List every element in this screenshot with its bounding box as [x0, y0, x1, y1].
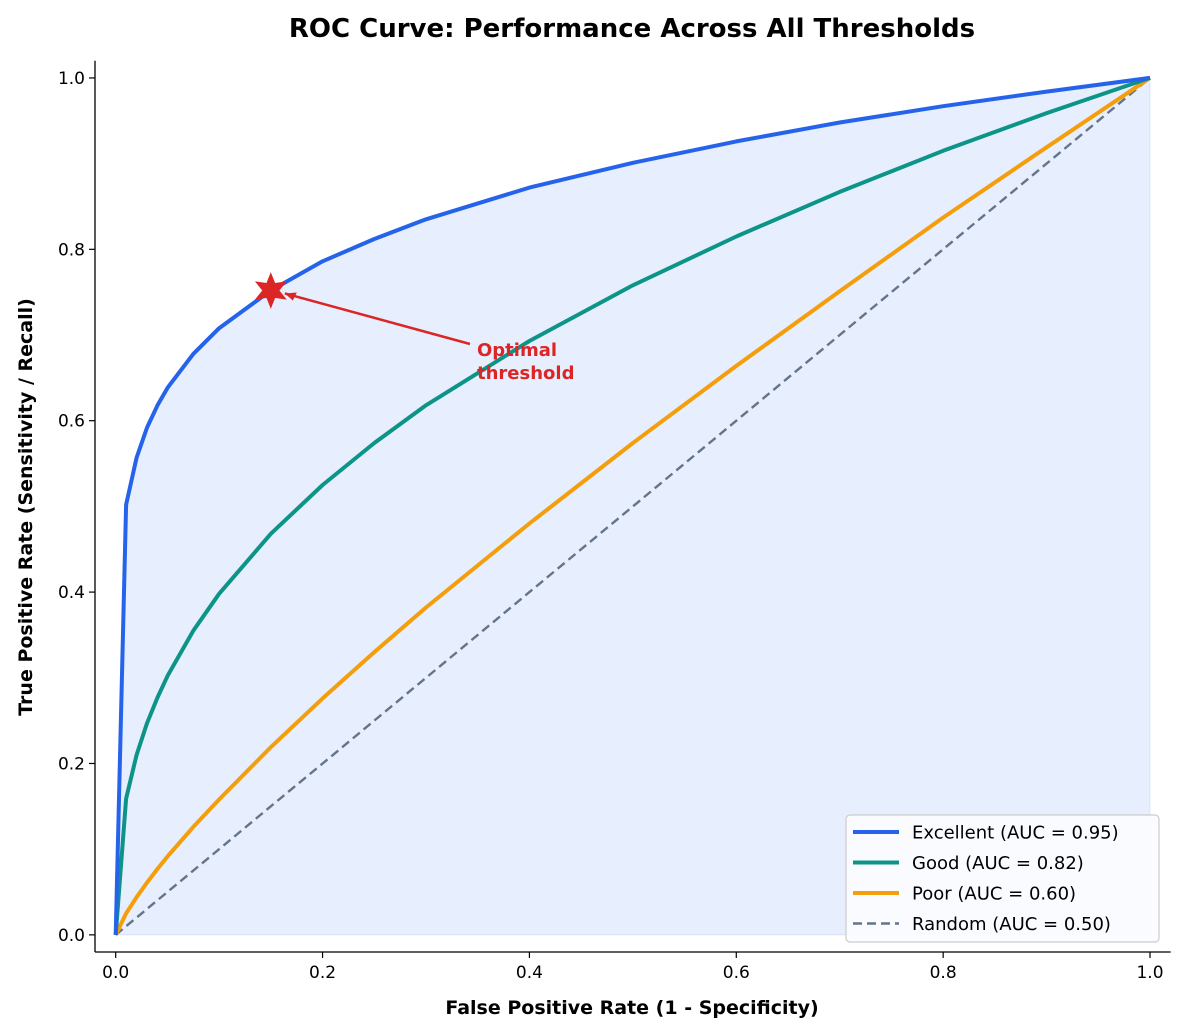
x-tick-label: 0.4: [516, 963, 543, 983]
x-tick-label: 0.6: [723, 963, 750, 983]
legend: Excellent (AUC = 0.95) Good (AUC = 0.82) P…: [845, 814, 1160, 943]
series-line-poor: [113, 76, 1152, 936]
annotation-text-line1: Optimal: [477, 340, 557, 361]
x-axis-label: False Positive Rate (1 - Specificity): [445, 997, 818, 1019]
x-tick-label: 0.2: [309, 963, 336, 983]
y-tick-label: 0.8: [58, 240, 85, 260]
annotation-text-line2: threshold: [477, 363, 574, 384]
chart-title: ROC Curve: Performance Across All Thresh…: [289, 14, 975, 44]
legend-label: Excellent (AUC = 0.95): [912, 823, 1119, 844]
x-tick-label: 1.0: [1136, 963, 1163, 983]
y-tick-label: 1.0: [58, 69, 85, 89]
legend-box: [845, 814, 1160, 943]
y-axis-label: True Positive Rate (Sensitivity / Recall…: [15, 298, 37, 716]
y-tick-label: 0.2: [58, 754, 85, 774]
axes: 0.0 0.2 0.4 0.6 0.8 1.0 0.0 0.2 0.4 0.6 0.8 1.0: [58, 60, 1171, 983]
plot-area: [113, 75, 1152, 936]
annotation-arrowhead: [284, 292, 297, 301]
y-tick-label: 0.6: [58, 412, 85, 432]
annotation: Optimal threshold: [254, 272, 574, 384]
optimal-threshold-star-marker: [254, 272, 287, 309]
legend-label: Random (AUC = 0.50): [912, 914, 1111, 935]
legend-label: Good (AUC = 0.82): [912, 853, 1084, 874]
x-tick-label: 0.0: [102, 963, 129, 983]
legend-label: Poor (AUC = 0.60): [912, 884, 1076, 905]
annotation-arrow: [284, 292, 471, 346]
y-tick-label: 0.0: [58, 926, 85, 946]
x-tick-label: 0.8: [930, 963, 957, 983]
y-tick-label: 0.4: [58, 583, 85, 603]
series-line-excellent: [113, 75, 1151, 935]
series-line-random: [114, 76, 1151, 936]
series-line-good: [113, 76, 1151, 936]
